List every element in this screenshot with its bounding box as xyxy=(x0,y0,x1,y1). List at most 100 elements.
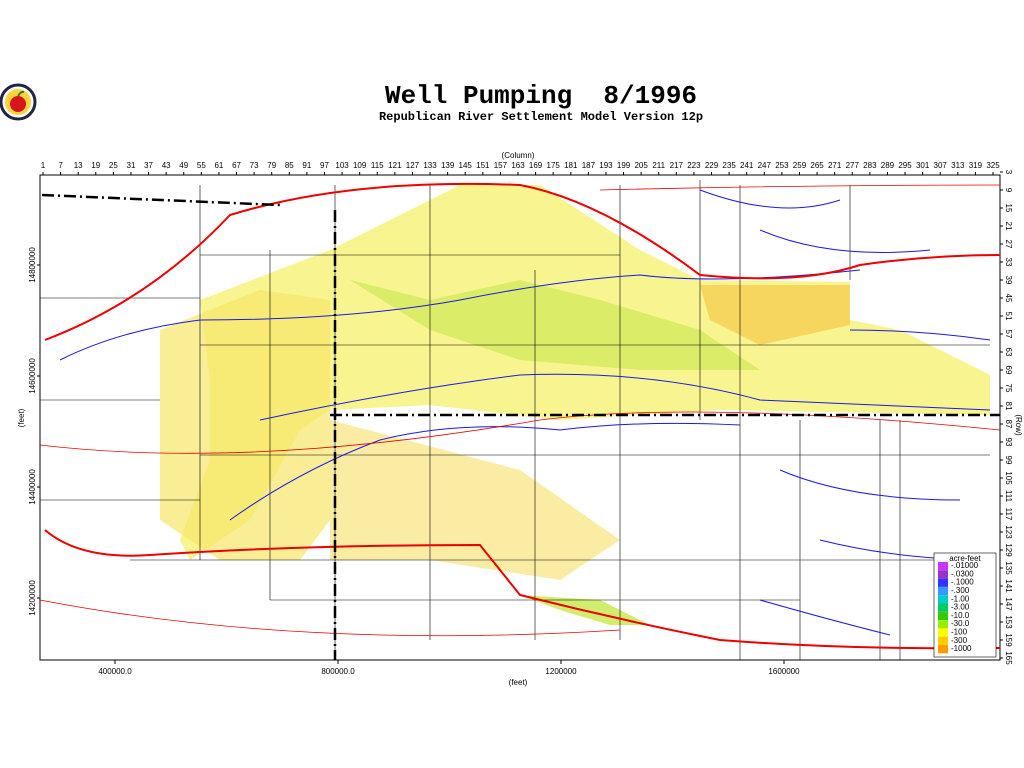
column-tick-label: 301 xyxy=(916,161,930,170)
column-tick-label: 307 xyxy=(934,161,948,170)
title: Well Pumping 8/1996 xyxy=(385,81,697,111)
column-tick-label: 157 xyxy=(494,161,508,170)
column-tick-label: 67 xyxy=(232,161,241,170)
row-tick-label: 39 xyxy=(1004,276,1013,285)
row-tick-label: 15 xyxy=(1004,204,1013,213)
legend-label: -.1000 xyxy=(951,578,974,587)
row-tick-label: 111 xyxy=(1004,490,1013,503)
column-tick-label: 259 xyxy=(793,161,807,170)
column-tick-label: 283 xyxy=(863,161,877,170)
legend-label: -10.0 xyxy=(951,611,970,620)
legend-label: -1.00 xyxy=(951,594,970,603)
column-tick-label: 211 xyxy=(652,161,665,170)
column-tick-label: 73 xyxy=(250,161,259,170)
row-tick-label: 57 xyxy=(1004,330,1013,339)
column-tick-label: 31 xyxy=(127,161,136,170)
column-tick-label: 319 xyxy=(969,161,983,170)
column-tick-label: 253 xyxy=(775,161,789,170)
row-tick-label: 3 xyxy=(1004,170,1013,175)
legend-swatch xyxy=(938,636,948,645)
column-tick-label: 55 xyxy=(197,161,206,170)
row-tick-label: 9 xyxy=(1004,188,1013,193)
column-tick-label: 145 xyxy=(459,161,473,170)
legend-swatch xyxy=(938,586,948,596)
column-axis-label: (Column) xyxy=(502,151,535,160)
row-tick-label: 33 xyxy=(1004,258,1013,267)
legend-swatch xyxy=(938,562,948,571)
y-tick-label: 14600000 xyxy=(28,358,37,394)
column-tick-label: 247 xyxy=(758,161,772,170)
column-tick-label: 97 xyxy=(320,161,329,170)
y-tick-label: 14400000 xyxy=(28,469,37,505)
legend-title: acre-feet xyxy=(949,554,981,563)
column-tick-label: 163 xyxy=(511,161,525,170)
column-tick-label: 37 xyxy=(144,161,153,170)
y-tick-label: 14200000 xyxy=(28,580,37,616)
row-tick-label: 153 xyxy=(1004,615,1013,629)
column-tick-label: 79 xyxy=(267,161,276,170)
column-tick-label: 181 xyxy=(564,161,578,170)
row-tick-label: 159 xyxy=(1004,633,1013,647)
column-tick-label: 271 xyxy=(828,161,842,170)
row-tick-label: 117 xyxy=(1004,508,1013,521)
x-axis-label: (feet) xyxy=(509,678,528,687)
column-tick-label: 151 xyxy=(476,161,490,170)
column-tick-label: 175 xyxy=(547,161,561,170)
legend-swatch xyxy=(938,611,948,621)
column-tick-label: 1 xyxy=(41,161,46,170)
row-tick-label: 63 xyxy=(1004,348,1013,357)
column-tick-label: 61 xyxy=(214,161,223,170)
logo xyxy=(0,83,37,121)
legend-swatch xyxy=(938,645,948,654)
row-axis-label: (Row) xyxy=(1014,414,1023,436)
column-tick-label: 229 xyxy=(705,161,719,170)
column-tick-label: 265 xyxy=(810,161,824,170)
legend-label: -100 xyxy=(951,628,968,637)
column-tick-label: 217 xyxy=(670,161,684,170)
legend-swatch xyxy=(938,578,948,587)
y-tick-label: 14800000 xyxy=(28,247,37,283)
column-tick-label: 91 xyxy=(302,161,311,170)
row-tick-label: 135 xyxy=(1004,561,1013,575)
column-tick-label: 241 xyxy=(740,161,754,170)
column-tick-label: 169 xyxy=(529,161,543,170)
column-tick-label: 223 xyxy=(687,161,701,170)
legend-label: -3.00 xyxy=(951,603,970,612)
subtitle: Republican River Settlement Model Versio… xyxy=(379,110,703,124)
column-tick-label: 115 xyxy=(371,161,384,170)
column-tick-label: 13 xyxy=(74,161,83,170)
column-tick-label: 199 xyxy=(617,161,631,170)
column-tick-label: 85 xyxy=(285,161,294,170)
column-tick-label: 109 xyxy=(353,161,367,170)
x-tick-label: 800000.0 xyxy=(321,667,355,676)
column-tick-label: 139 xyxy=(441,161,455,170)
column-tick-label: 43 xyxy=(162,161,171,170)
x-tick-label: 1600000 xyxy=(768,667,800,676)
column-tick-label: 133 xyxy=(423,161,437,170)
row-tick-label: 165 xyxy=(1004,651,1013,665)
row-tick-label: 21 xyxy=(1004,222,1013,231)
column-tick-label: 49 xyxy=(179,161,188,170)
legend-label: -300 xyxy=(951,636,968,645)
row-tick-label: 81 xyxy=(1004,402,1013,411)
x-tick-label: 400000.0 xyxy=(98,667,132,676)
legend-label: -.0300 xyxy=(951,569,974,578)
column-tick-label: 193 xyxy=(599,161,613,170)
row-tick-label: 45 xyxy=(1004,294,1013,303)
column-tick-label: 277 xyxy=(846,161,860,170)
column-tick-label: 103 xyxy=(335,161,349,170)
column-tick-label: 205 xyxy=(634,161,648,170)
row-tick-label: 51 xyxy=(1004,312,1013,321)
column-tick-label: 295 xyxy=(898,161,912,170)
column-tick-label: 313 xyxy=(951,161,965,170)
column-tick-label: 289 xyxy=(881,161,895,170)
x-tick-label: 1200000 xyxy=(545,667,577,676)
legend-label: -30.0 xyxy=(951,619,970,628)
column-tick-label: 7 xyxy=(58,161,63,170)
legend-swatch xyxy=(938,603,948,612)
legend-swatch xyxy=(938,595,948,604)
column-tick-label: 187 xyxy=(582,161,596,170)
row-tick-label: 69 xyxy=(1004,366,1013,375)
column-tick-label: 325 xyxy=(986,161,1000,170)
